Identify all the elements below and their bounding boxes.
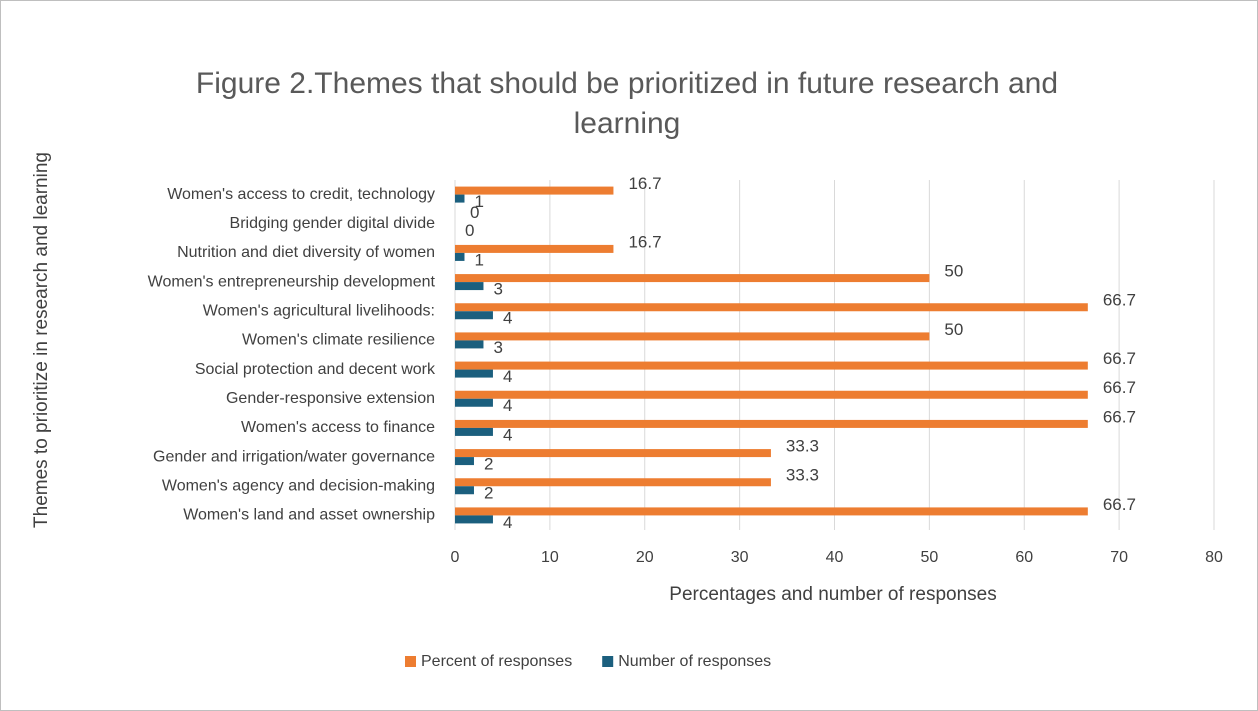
x-tick-label: 80 [1205, 549, 1223, 566]
y-tick-label: Social protection and decent work [195, 361, 436, 378]
data-label: 16.7 [628, 232, 661, 251]
y-tick-label: Gender-responsive extension [226, 390, 435, 407]
bar [455, 457, 474, 466]
y-tick-label: Women's land and asset ownership [183, 507, 435, 524]
data-label: 66.7 [1103, 349, 1136, 368]
data-label: 66.7 [1103, 407, 1136, 426]
data-label: 0 [465, 221, 474, 240]
bar [455, 507, 1088, 516]
data-label: 4 [503, 367, 512, 386]
data-label: 66.7 [1103, 495, 1136, 514]
bar [455, 340, 484, 349]
bar [455, 449, 771, 458]
bar [455, 369, 493, 378]
bar [455, 332, 930, 341]
data-label: 50 [944, 320, 963, 339]
x-tick-label: 0 [451, 549, 460, 566]
bar [455, 311, 493, 320]
data-label: 16.7 [628, 174, 661, 193]
data-label: 3 [493, 338, 502, 357]
x-tick-label: 70 [1110, 549, 1128, 566]
bar [455, 398, 493, 407]
x-tick-label: 50 [920, 549, 938, 566]
x-tick-label: 60 [1015, 549, 1033, 566]
data-label: 2 [484, 484, 493, 503]
y-axis-title: Themes to prioritize in research and lea… [31, 152, 52, 528]
data-label: 4 [503, 396, 512, 415]
data-label: 66.7 [1103, 378, 1136, 397]
y-tick-label: Women's climate resilience [242, 332, 435, 349]
bar [455, 252, 465, 261]
y-tick-label: Bridging gender digital divide [230, 215, 436, 232]
bar [455, 478, 771, 487]
data-label: 50 [944, 262, 963, 281]
y-tick-label: Nutrition and diet diversity of women [177, 244, 435, 261]
bar [455, 194, 465, 203]
y-tick-label: Women's agency and decision-making [162, 477, 435, 494]
data-label: 33.3 [786, 466, 819, 485]
bar [455, 419, 1088, 428]
x-axis-title: Percentages and number of responses [669, 584, 996, 605]
x-tick-label: 30 [731, 549, 749, 566]
data-label: 4 [503, 309, 512, 328]
data-label: 1 [474, 192, 483, 211]
data-label: 4 [503, 513, 512, 532]
bar [455, 303, 1088, 312]
legend-label: Number of responses [618, 653, 771, 670]
legend-label: Percent of responses [421, 653, 572, 670]
data-label: 66.7 [1103, 291, 1136, 310]
data-label: 3 [493, 280, 502, 299]
x-tick-label: 10 [541, 549, 559, 566]
bar [455, 427, 493, 436]
legend-swatch [602, 656, 614, 667]
y-tick-label: Women's entrepreneurship development [148, 273, 436, 290]
y-tick-label: Women's access to credit, technology [167, 186, 435, 203]
y-tick-label: Women's agricultural livelihoods: [203, 302, 435, 319]
x-tick-label: 40 [826, 549, 844, 566]
bar [455, 486, 474, 495]
bar [455, 361, 1088, 370]
bar [455, 515, 493, 524]
data-label: 4 [503, 425, 512, 444]
y-tick-label: Women's access to finance [241, 419, 435, 436]
bar [455, 244, 614, 253]
bar [455, 390, 1088, 399]
chart-title: Figure 2.Themes that should be prioritiz… [195, 67, 1059, 140]
legend-swatch [405, 656, 416, 667]
data-label: 1 [474, 250, 483, 269]
bar [455, 186, 614, 195]
y-tick-label: Gender and irrigation/water governance [153, 448, 435, 465]
bar [455, 282, 484, 291]
data-label: 0 [470, 203, 479, 222]
bar [455, 274, 930, 283]
x-tick-label: 20 [636, 549, 654, 566]
data-label: 33.3 [786, 437, 819, 456]
data-label: 2 [484, 455, 493, 474]
